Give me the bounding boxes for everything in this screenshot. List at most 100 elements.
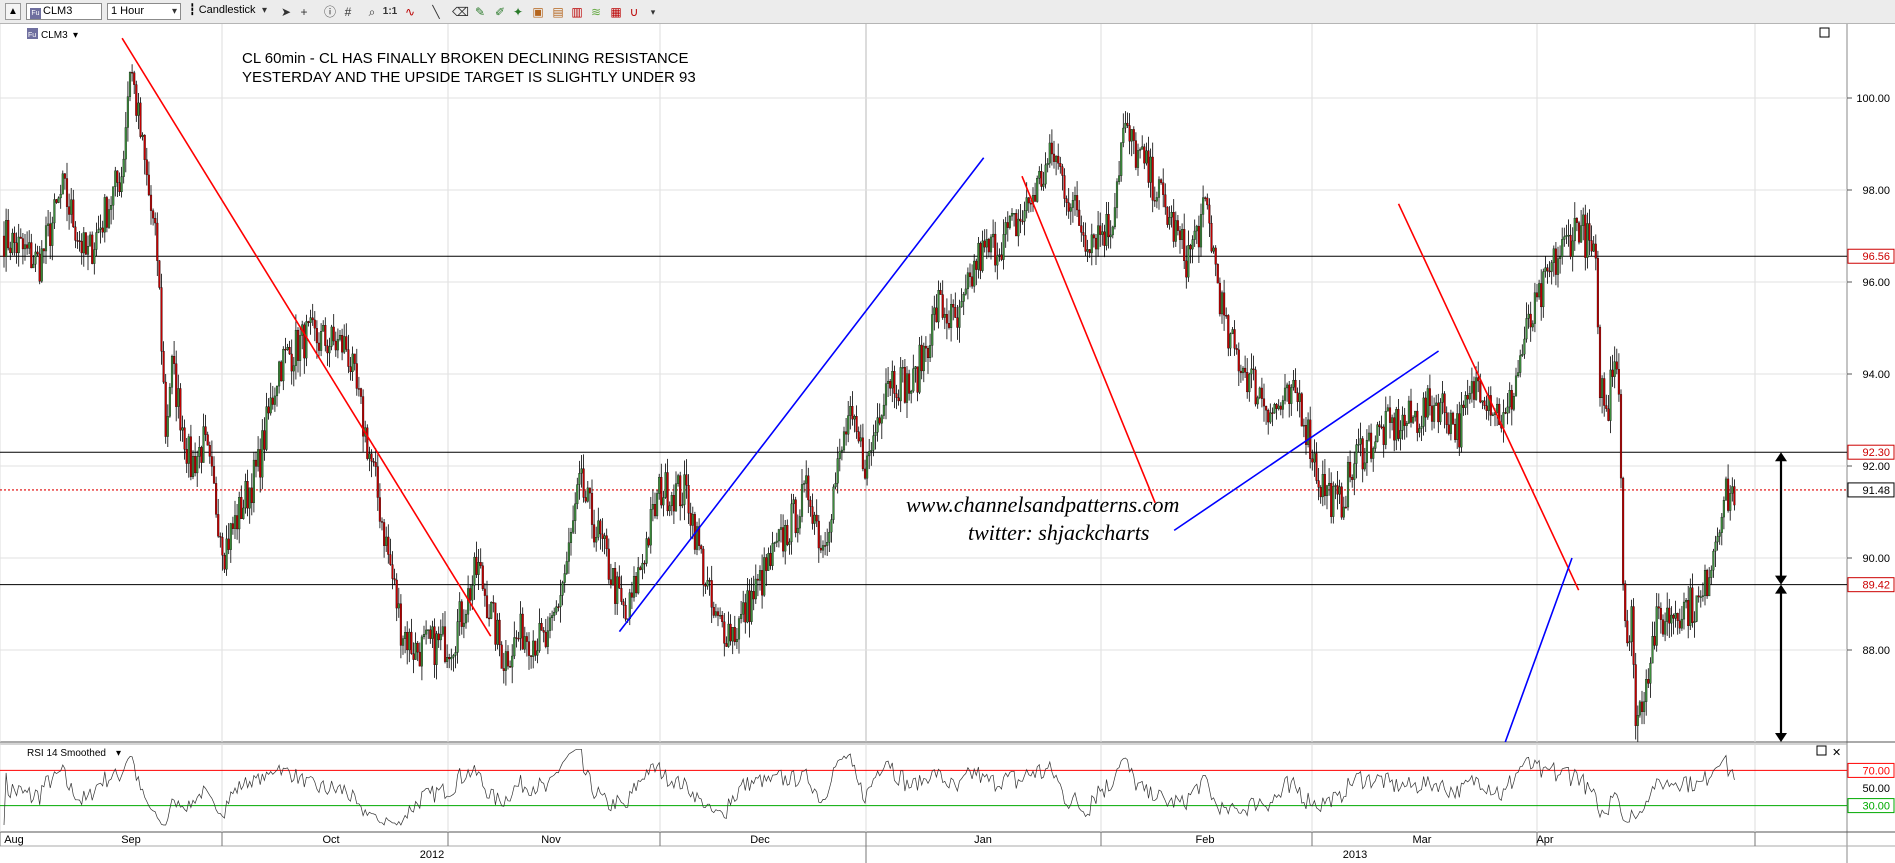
symbol-input[interactable]: Fu CLM3 [26,3,102,20]
candle-body [586,487,589,502]
candle-body [1147,150,1150,183]
magnet-icon[interactable]: ∪ [629,5,639,19]
symbol-tag-badge [27,28,38,39]
eraser-icon[interactable]: ⌫ [452,5,469,19]
rsi-indicator-label[interactable]: RSI 14 Smoothed [27,748,106,759]
candle-body [1687,600,1690,626]
candle-body [542,630,545,633]
candle-body [1063,175,1066,199]
oscillator-icon[interactable]: ≋ [590,5,602,19]
price-labels: 96.56 92.30 91.48 89.42 [1847,248,1895,593]
maximize-rsi-panel-icon[interactable] [1816,745,1827,756]
candle-body [1189,245,1192,250]
overflow-icon[interactable]: ▾ [650,7,656,17]
candle-body [895,393,898,398]
candle-body [454,652,457,656]
candle-body [1477,377,1480,382]
ratio-icon[interactable]: 1:1 [382,4,398,20]
chart-template-icon[interactable]: ▦ [610,5,622,19]
candle-body [1029,202,1032,205]
candle-body [433,626,436,665]
trendline-icon[interactable]: ╲ [432,5,440,19]
note-icon[interactable]: ✦ [512,5,524,19]
candle-body [1277,405,1280,409]
chart-icon[interactable]: ▥ [571,5,583,19]
grid-icon[interactable]: # [344,5,352,19]
candle-body [1036,178,1039,202]
candle-body [1017,218,1020,237]
alert-icon[interactable]: ▣ [532,5,544,19]
info-icon[interactable]: ⓘ [323,5,336,19]
month-label: Sep [121,834,141,846]
candle-body [658,476,661,494]
drawing-icon[interactable]: ✐ [494,5,506,19]
candle-body [1680,618,1683,629]
candle-body [112,186,115,206]
candle-body [72,199,75,228]
candle-body [710,580,713,608]
pointer-icon[interactable]: ➤ [280,5,292,19]
crosshair-icon[interactable]: + [300,5,308,19]
chart-symbol-label[interactable]: CLM3 [41,30,68,41]
candle-body [912,368,915,392]
candle-body [511,655,514,668]
candle-body [345,336,348,350]
candle-body [765,557,768,571]
candle-body [1676,612,1679,621]
month-label: Apr [1536,834,1553,846]
candle-body [393,578,396,581]
candle-body [924,345,927,349]
candle-body [347,349,350,367]
candle-body [278,361,281,387]
candle-body [1449,412,1452,434]
text-icon[interactable]: ✎ [474,5,486,19]
candle-body [483,588,486,596]
candle-body [240,497,243,520]
candle-body [1422,397,1425,427]
candle-body [943,314,946,318]
candle-body [779,527,783,530]
candle-body [1485,405,1488,411]
candle-body [1412,416,1415,423]
candle-body [954,307,957,318]
symbol-menu-chevron-icon[interactable]: ▾ [73,30,78,41]
candle-body [200,447,203,463]
candle-body [1300,393,1303,427]
candle-body [1531,323,1534,328]
candle-body [582,468,585,498]
month-label: Jan [974,834,992,846]
candle-body [723,621,726,644]
candle-body [971,276,974,287]
candle-body [1170,212,1173,218]
candle-body [1592,243,1595,252]
candle-body [57,197,60,203]
candle-body [1496,403,1499,413]
candle-body [273,395,276,405]
interval-select[interactable]: 1 Hour [107,3,181,20]
chart-style-select[interactable]: ┇ Candlestick [186,3,270,20]
candle-body [712,607,715,616]
candle-body [828,531,831,543]
candle-body [956,317,959,328]
indicator-icon[interactable]: ▤ [552,5,564,19]
candle-body [11,232,14,254]
candle-body [1090,234,1093,254]
wave-icon[interactable]: ∿ [404,5,416,19]
candle-body [1330,483,1333,517]
candle-body [498,619,501,646]
candle-body [695,526,699,550]
maximize-price-panel-icon[interactable] [1819,27,1830,38]
candle-body [55,199,58,203]
candle-body [168,387,171,417]
close-rsi-panel-icon[interactable]: ✕ [1832,747,1841,759]
candle-body [65,178,69,207]
candle-body [782,527,785,552]
zoom-icon[interactable]: ⌕ [368,5,376,19]
collapse-toolbar-button[interactable]: ▲ [5,3,21,20]
candle-body [1414,410,1417,418]
rsi-menu-chevron-icon[interactable]: ▾ [116,748,121,759]
candle-body [166,416,169,437]
candle-body [1655,606,1658,646]
